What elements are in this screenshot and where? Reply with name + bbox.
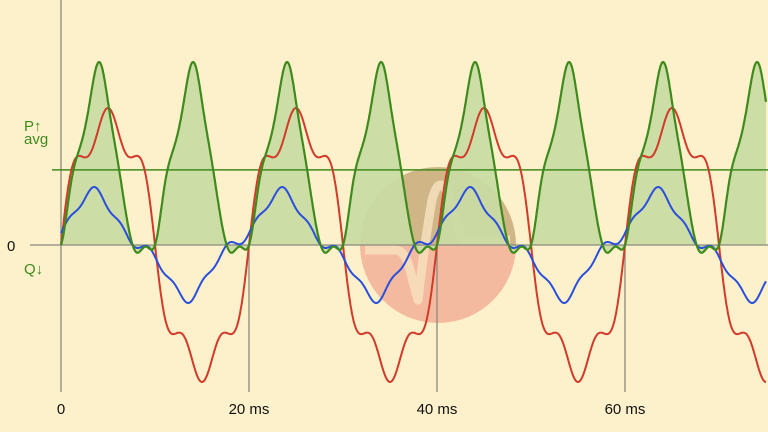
y-label-p-up: P↑ [24, 118, 42, 135]
y-label-zero: 0 [7, 238, 15, 255]
logo-bottom-half [360, 245, 516, 323]
current-line [60, 186, 767, 304]
power-fill-area [61, 62, 766, 253]
power-line [59, 60, 768, 254]
x-tick-label: 0 [57, 401, 65, 418]
x-tick-label: 20 ms [229, 401, 270, 418]
x-tick-label: 40 ms [417, 401, 458, 418]
voltage-line [60, 106, 767, 384]
y-label-avg: avg [24, 131, 48, 148]
y-label-q-down: Q↓ [24, 261, 43, 278]
x-tick-label: 60 ms [605, 401, 646, 418]
